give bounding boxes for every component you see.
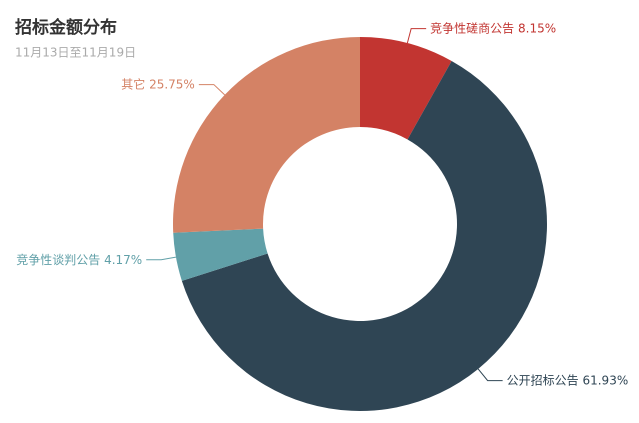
slice-name: 竞争性谈判公告 — [16, 252, 100, 266]
slice-value: 25.75% — [149, 77, 195, 91]
chart-subtitle: 11月13日至11月19日 — [15, 46, 136, 60]
slice-label: 公开招标公告 61.93% — [507, 373, 629, 387]
donut-slice — [173, 228, 268, 281]
chart-title: 招标金额分布 — [15, 17, 117, 38]
slice-value: 4.17% — [104, 252, 142, 266]
slice-value: 8.15% — [518, 21, 556, 35]
slice-name: 其它 — [121, 76, 145, 91]
donut-slice — [173, 37, 360, 233]
slice-value: 61.93% — [582, 373, 628, 387]
donut-slice — [181, 60, 548, 412]
donut-slice — [360, 37, 452, 140]
slice-label: 其它 25.75% — [121, 76, 195, 91]
leader-line — [477, 368, 503, 382]
slice-name: 竞争性磋商公告 — [430, 20, 514, 35]
leader-line — [146, 256, 177, 261]
leader-line — [406, 28, 427, 44]
leader-line — [198, 84, 226, 96]
slice-label: 竞争性谈判公告 4.17% — [16, 252, 142, 266]
slice-name: 公开招标公告 — [507, 373, 579, 387]
slice-label: 竞争性磋商公告 8.15% — [430, 20, 556, 35]
